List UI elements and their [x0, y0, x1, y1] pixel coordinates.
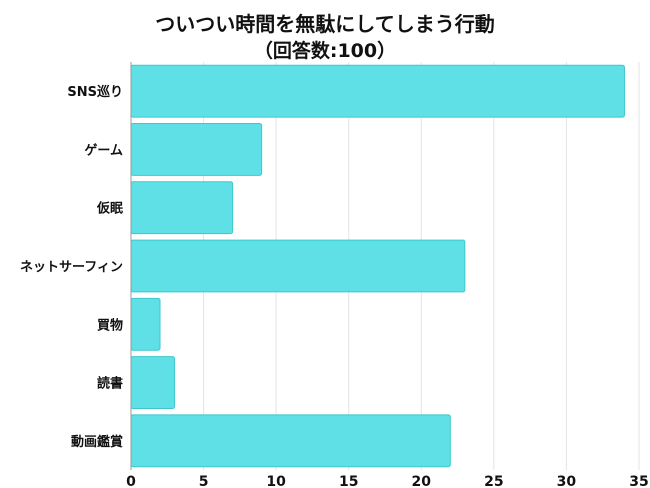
- x-tick-label: 25: [484, 474, 503, 488]
- category-label: ゲーム: [84, 142, 123, 158]
- x-tick-label: 10: [266, 474, 286, 488]
- chart-title: ついつい時間を無駄にしてしまう行動: [155, 12, 495, 36]
- bar: [130, 414, 451, 468]
- x-tick-label: 35: [629, 474, 648, 488]
- category-label: ネットサーフィン: [20, 260, 123, 275]
- category-label: 動画鑑賞: [71, 434, 123, 450]
- bars: [130, 64, 625, 468]
- x-tick-label: 0: [126, 474, 136, 488]
- bar: [130, 239, 466, 293]
- bar: [130, 297, 161, 351]
- bar: [130, 356, 176, 410]
- bar: [130, 64, 625, 118]
- x-tick-label: 5: [199, 474, 209, 488]
- bar: [130, 122, 263, 176]
- category-label: SNS巡り: [67, 84, 123, 100]
- category-label: 読書: [97, 376, 123, 392]
- x-tick-label: 15: [339, 474, 358, 488]
- x-tick-label: 20: [412, 474, 432, 488]
- category-label: 仮眠: [96, 201, 123, 217]
- category-label: 買物: [97, 317, 123, 333]
- bar: [130, 181, 234, 235]
- x-tick-label: 30: [557, 474, 577, 488]
- chart-subtitle: （回答数:100）: [253, 40, 397, 62]
- x-tick-labels: 0 5 10 15 20 25 30 35: [126, 474, 649, 488]
